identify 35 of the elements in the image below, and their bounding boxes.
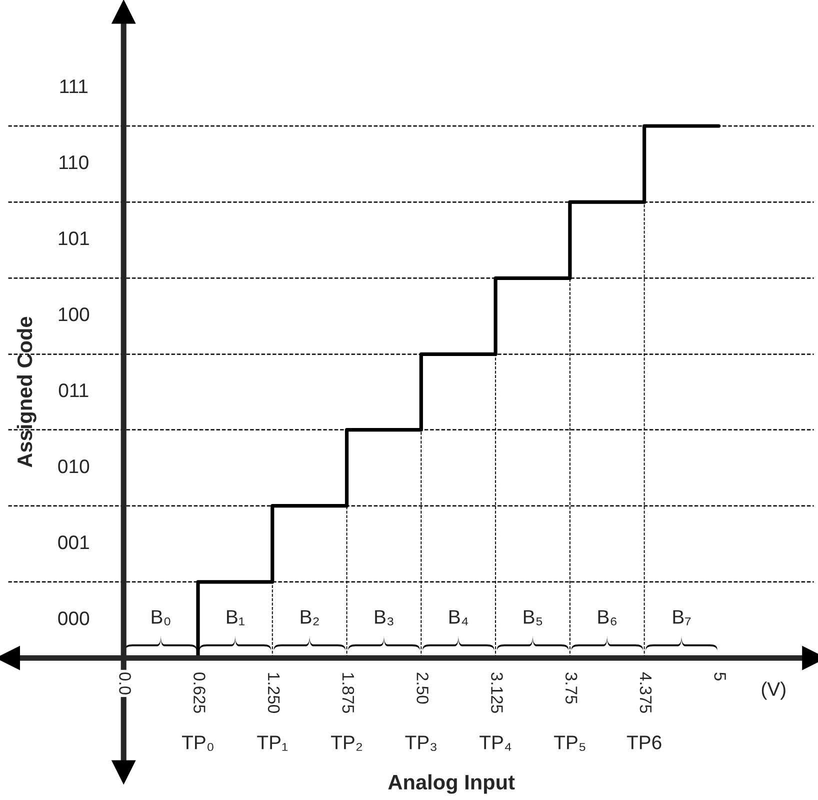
x-tick-label: 1.875: [342, 673, 354, 713]
annotation: B₅: [524, 610, 542, 626]
annotation: B₃: [375, 610, 394, 626]
x-tick-label: 1.250: [268, 673, 280, 713]
annotation: B₇: [673, 610, 691, 626]
text: TP₁: [257, 736, 288, 751]
annotation: 011: [58, 383, 88, 398]
annotation: 110: [60, 155, 88, 170]
text: TP₄: [480, 736, 512, 751]
x-tick-label: 0.625: [194, 672, 206, 713]
text: (V): [762, 682, 786, 700]
annotation: B₂: [300, 610, 319, 626]
x-tick-label: 4.375: [640, 672, 652, 713]
text: TP₂: [331, 736, 362, 751]
annotation: 010: [58, 459, 90, 474]
annotation: 100: [58, 307, 90, 322]
y-axis-title: Assigned Code: [16, 316, 36, 468]
x-tick-label: 3.125: [491, 672, 503, 713]
x-axis-title: Analog Input: [388, 774, 515, 794]
x-tick-label: 2.50: [416, 672, 428, 704]
text: TP₅: [554, 736, 586, 751]
annotation: 101: [58, 231, 89, 246]
text: TP₃: [405, 736, 436, 751]
annotation: B₀: [152, 610, 170, 626]
annotation: 000: [58, 611, 90, 626]
text: 111: [60, 80, 88, 94]
annotation: B₆: [598, 610, 616, 626]
x-tick-label: 0.0: [119, 672, 131, 694]
x-tick-label: 5: [714, 672, 726, 680]
text: TP₀: [182, 736, 214, 751]
x-tick-label: 3.75: [565, 672, 578, 704]
annotation: B₄: [449, 610, 468, 626]
annotation: 001: [58, 535, 89, 550]
annotation: B₁: [227, 610, 244, 626]
text: TP6: [626, 736, 662, 750]
